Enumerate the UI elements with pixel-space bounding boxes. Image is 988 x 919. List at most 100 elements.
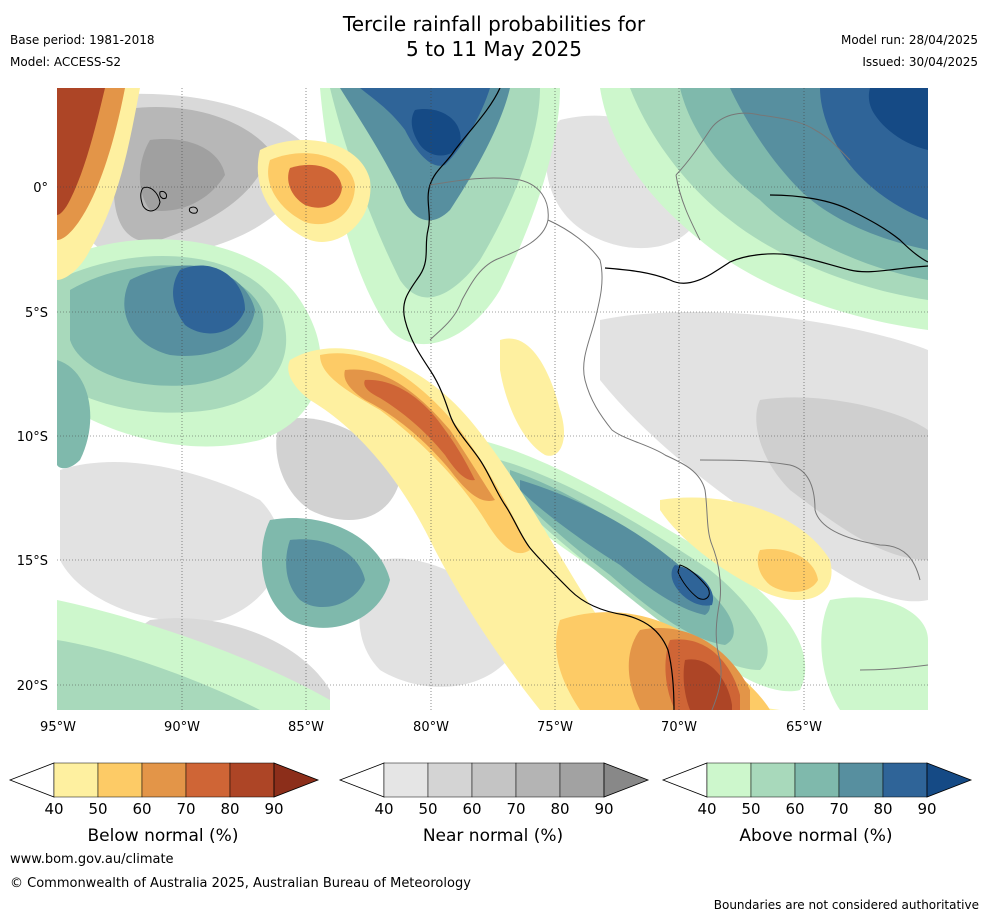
lat-label: 15°S: [17, 554, 48, 569]
colorbar-below-normal: 40 50 60 70 80 90: [8, 762, 320, 818]
colorbar-swatch: [427, 762, 473, 798]
footer-copyright: © Commonwealth of Australia 2025, Austra…: [10, 876, 471, 891]
lon-label: 65°W: [786, 720, 822, 735]
colorbar-arrow-low: [661, 762, 708, 798]
title-line-2: 5 to 11 May 2025: [406, 37, 582, 61]
lat-label: 0°: [33, 181, 48, 196]
colorbar-swatch: [706, 762, 752, 798]
near-normal-region: [756, 397, 928, 560]
colorbar-tick: 90: [917, 800, 936, 818]
river: [769, 194, 928, 263]
meta-left: Base period: 1981-2018 Model: ACCESS-S2: [10, 29, 155, 73]
colorbar-arrow-low: [338, 762, 385, 798]
lake-titicaca: [677, 564, 710, 600]
above-normal-region: [173, 265, 245, 334]
below-normal-region: [288, 348, 780, 710]
colorbar-tick: 90: [594, 800, 613, 818]
footer-url: www.bom.gov.au/climate: [10, 852, 174, 867]
below-normal-region: [757, 549, 818, 592]
lat-label: 20°S: [17, 679, 48, 694]
colorbar-arrow-high: [273, 762, 320, 798]
colorbar-above-normal: 40 50 60 70 80 90: [661, 762, 973, 818]
colorbar-swatch: [53, 762, 99, 798]
coastline: [403, 88, 675, 710]
colorbar-tick: 60: [462, 800, 481, 818]
colorbar-arrow-high: [926, 762, 973, 798]
galapagos-islands: [140, 186, 198, 214]
colorbar-swatch: [515, 762, 561, 798]
map-title: Tercile rainfall probabilities for 5 to …: [0, 12, 988, 62]
below-normal-region: [500, 338, 565, 456]
colorbar-tick: 90: [264, 800, 283, 818]
probability-map: 0° 5°S 10°S 15°S 20°S 95°W 90°W 85°W 80°…: [17, 88, 928, 735]
lon-label: 80°W: [413, 720, 449, 735]
title-line-1: Tercile rainfall probabilities for: [342, 12, 646, 36]
colorbar-swatch: [185, 762, 231, 798]
issued-date: Issued: 30/04/2025: [862, 55, 978, 69]
colorbar-arrow-low: [8, 762, 55, 798]
above-normal-region: [868, 88, 928, 150]
colorbar-arrow-high: [603, 762, 650, 798]
below-normal-region: [429, 500, 500, 595]
colorbar-tick: 50: [741, 800, 760, 818]
colorbar-tick: 60: [785, 800, 804, 818]
colorbar-near-normal: 40 50 60 70 80 90: [338, 762, 650, 818]
country-borders: [429, 112, 928, 710]
colorbar-tick: 50: [418, 800, 437, 818]
lon-label: 90°W: [164, 720, 200, 735]
colorbar-tick: 80: [550, 800, 569, 818]
above-normal-region: [57, 360, 91, 469]
above-normal-region: [671, 565, 714, 606]
near-normal-region: [60, 461, 281, 622]
below-normal-region: [364, 379, 475, 481]
colorbar-tick: 50: [88, 800, 107, 818]
colorbar-tick: 80: [220, 800, 239, 818]
base-period: Base period: 1981-2018: [10, 33, 155, 47]
colorbar-legends: 40 50 60 70 80 90 40 50 60 70 80 90 40 50 60 70 80 90: [8, 762, 973, 818]
amazon-river: [604, 253, 928, 284]
above-normal-region: [821, 597, 928, 710]
model-run: Model run: 28/04/2025: [840, 33, 978, 47]
colorbar-tick: 60: [132, 800, 151, 818]
near-normal-region: [139, 139, 225, 211]
colorbar-tick: 80: [873, 800, 892, 818]
colorbar-swatch: [383, 762, 429, 798]
lon-label: 95°W: [40, 720, 76, 735]
meta-right: Model run: 28/04/2025 Issued: 30/04/2025: [841, 29, 978, 73]
above-normal-region: [520, 480, 710, 615]
colorbar-tick: 70: [506, 800, 525, 818]
colorbar-swatch: [97, 762, 143, 798]
below-normal-region: [288, 164, 342, 208]
colorbar-swatch: [559, 762, 605, 798]
above-normal-region: [57, 640, 260, 710]
latitude-labels: 0° 5°S 10°S 15°S 20°S: [17, 181, 48, 694]
lat-label: 10°S: [17, 430, 48, 445]
colorbar-label-below: Below normal (%): [87, 826, 239, 846]
model-name: Model: ACCESS-S2: [10, 55, 122, 69]
longitude-labels: 95°W 90°W 85°W 80°W 75°W 70°W 65°W: [40, 720, 822, 735]
colorbar-tick: 40: [374, 800, 393, 818]
colorbar-tick: 40: [44, 800, 63, 818]
map-field: [57, 88, 928, 710]
colorbar-swatch: [471, 762, 517, 798]
graticule: [57, 88, 928, 710]
colorbar-label-above: Above normal (%): [739, 826, 893, 846]
colorbar-swatch: [838, 762, 884, 798]
colorbar-swatch: [229, 762, 275, 798]
below-normal-region: [57, 88, 105, 215]
colorbar-swatch: [141, 762, 187, 798]
colorbar-tick: 70: [829, 800, 848, 818]
colorbar-swatch: [882, 762, 928, 798]
lon-label: 75°W: [537, 720, 573, 735]
lon-label: 70°W: [661, 720, 697, 735]
lat-label: 5°S: [25, 306, 48, 321]
colorbar-tick: 70: [176, 800, 195, 818]
below-normal-region: [683, 659, 732, 710]
colorbar-label-near: Near normal (%): [422, 826, 564, 846]
lon-label: 85°W: [288, 720, 324, 735]
above-normal-region: [411, 109, 461, 156]
colorbar-swatch: [794, 762, 840, 798]
colorbar-tick: 40: [697, 800, 716, 818]
disclaimer: Boundaries are not considered authoritat…: [713, 898, 979, 912]
colorbar-swatch: [750, 762, 796, 798]
